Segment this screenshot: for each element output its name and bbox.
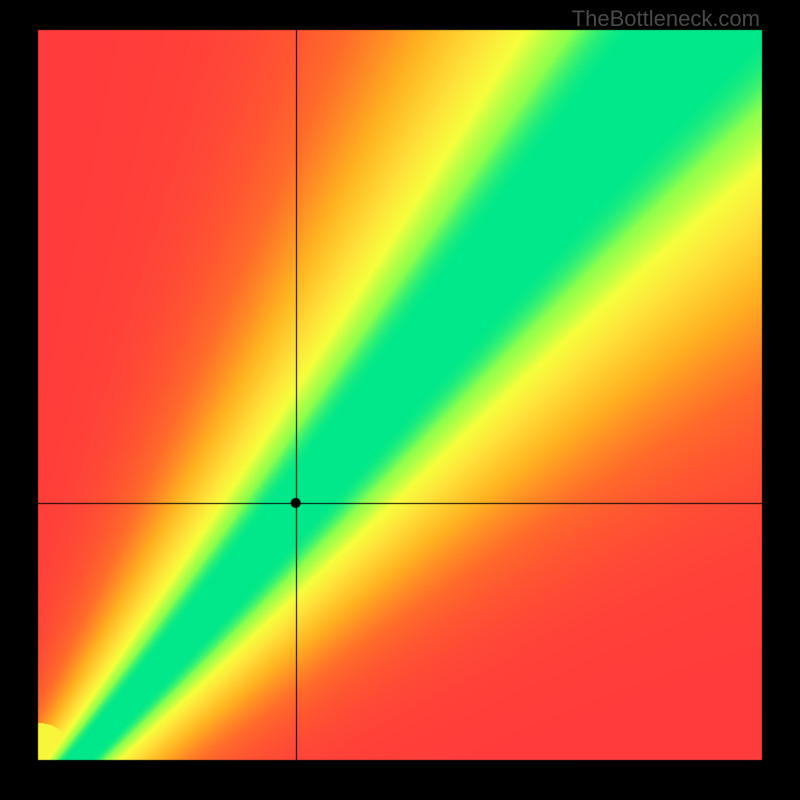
watermark-text: TheBottleneck.com <box>572 6 760 32</box>
bottleneck-heatmap <box>0 0 800 800</box>
